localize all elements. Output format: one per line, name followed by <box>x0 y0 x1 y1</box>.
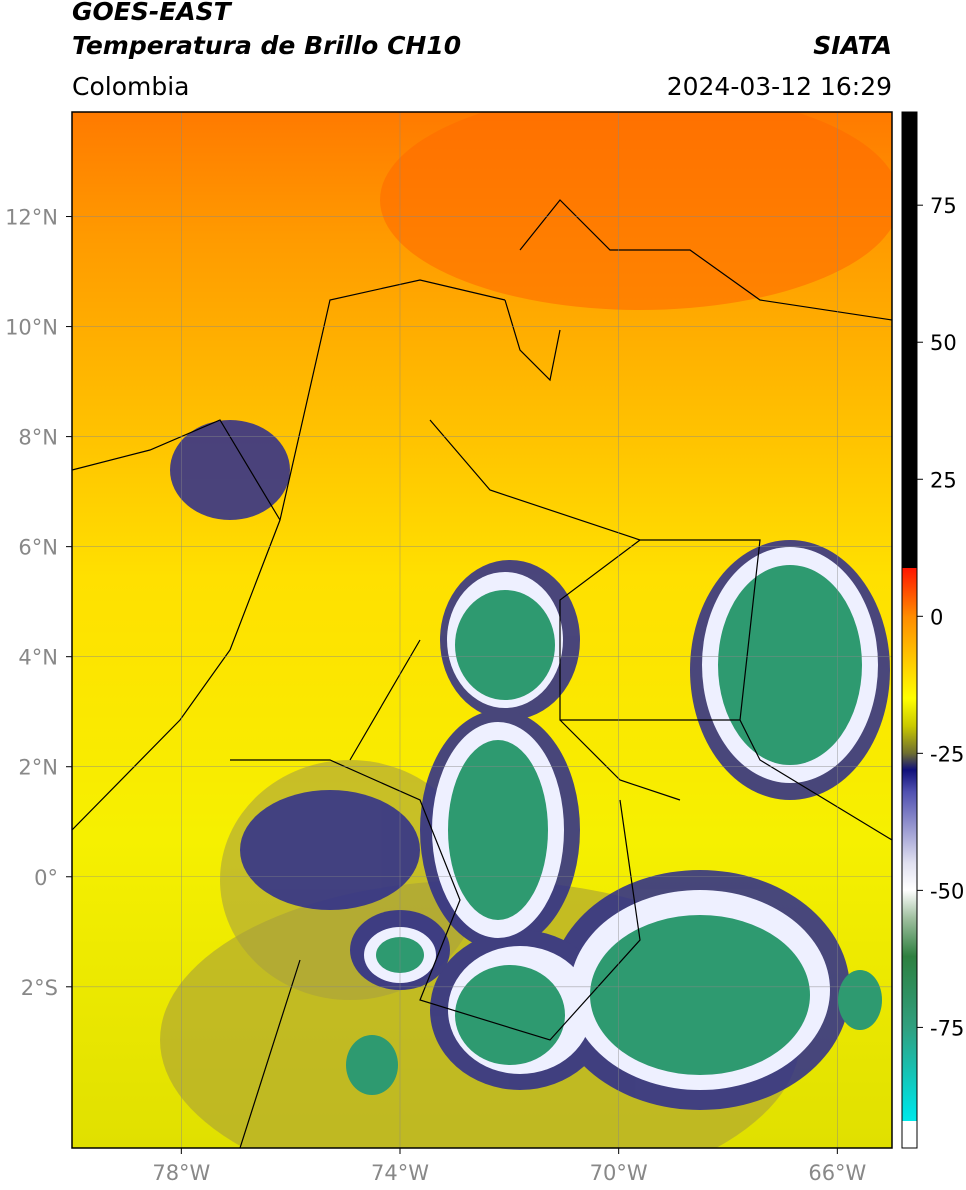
graticule <box>72 112 892 1148</box>
title: GOES-EAST <box>72 0 233 26</box>
y-tick-label: 6°N <box>18 536 58 560</box>
x-tick-label: 78°W <box>152 1161 210 1185</box>
region: Colombia <box>72 72 189 101</box>
y-tick-label: 10°N <box>5 316 58 340</box>
map-image <box>72 112 892 1148</box>
colorbar-tick-label: -50 <box>930 879 964 903</box>
x-tick-label: 74°W <box>371 1161 429 1185</box>
y-tick-label: 8°N <box>18 426 58 450</box>
y-tick-label: 12°N <box>5 206 58 230</box>
y-tick-label: 0° <box>34 866 58 890</box>
colorbar-tick-label: -25 <box>930 742 964 766</box>
x-tick-label: 70°W <box>590 1161 648 1185</box>
title: Temperatura de Brillo CH10 <box>72 31 461 60</box>
y-tick-label: 2°S <box>21 976 58 1000</box>
map-frame <box>71 111 893 1149</box>
colorbar-tick-label: 25 <box>930 468 957 492</box>
x-tick-label: 66°W <box>808 1161 866 1185</box>
y-tick-label: 2°N <box>18 756 58 780</box>
colorbar-tick-label: 50 <box>930 331 957 355</box>
agency: SIATA <box>813 31 892 60</box>
colorbar <box>901 111 918 1149</box>
colorbar-tick-label: 0 <box>930 605 943 629</box>
colorbar-tick-label: 75 <box>930 194 957 218</box>
datetime: 2024-03-12 16:29 <box>667 72 892 101</box>
colorbar-tick-label: -75 <box>930 1016 964 1040</box>
y-tick-label: 4°N <box>18 646 58 670</box>
